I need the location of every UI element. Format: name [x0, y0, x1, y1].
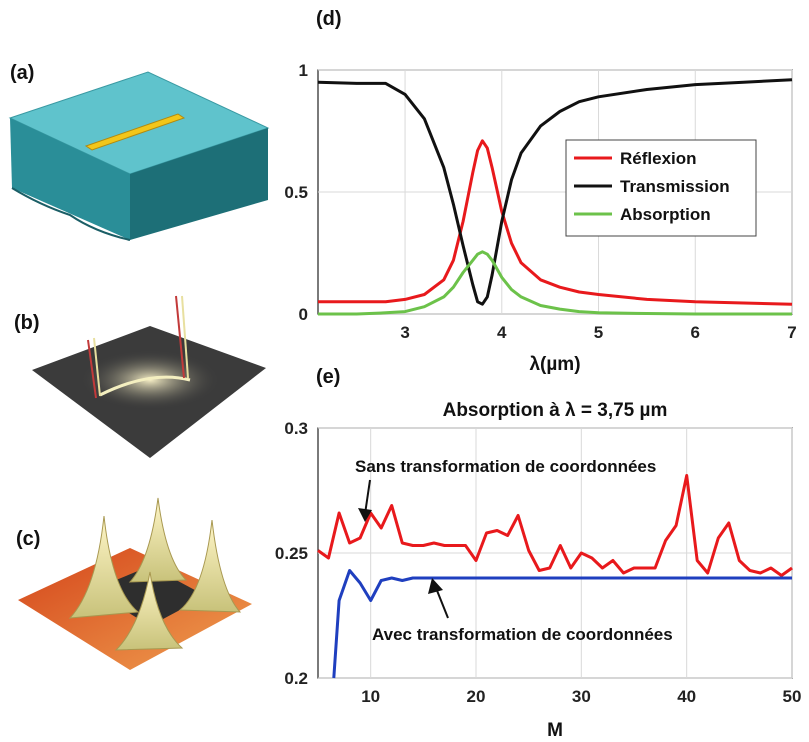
chart-e-ticks: 10 20 30 40 50 0.2 0.25 0.3	[275, 419, 802, 706]
chart-d-ticks: 3 4 5 6 7 0 0.5 1	[284, 61, 796, 342]
chart-e-annotation-avec: Avec transformation de coordonnées	[372, 625, 673, 644]
d-ytick-label: 1	[299, 61, 308, 80]
d-ytick-label: 0	[299, 305, 308, 324]
chart-e-title: Absorption à λ = 3,75 µm	[443, 400, 668, 421]
panel-label-d: (d)	[316, 8, 342, 30]
panel-a-illustration	[8, 71, 270, 241]
chart-d: 3 4 5 6 7 0 0.5 1 λ(µm) Réflexion Transmission Ab…	[284, 61, 796, 375]
chart-e-xlabel: M	[547, 720, 563, 741]
e-xtick-label: 10	[361, 687, 380, 706]
chart-d-xlabel: λ(µm)	[529, 354, 580, 375]
chart-d-legend	[565, 139, 757, 237]
d-ytick-label: 0.5	[284, 183, 308, 202]
d-xtick-label: 4	[497, 323, 507, 342]
e-series-line-0	[317, 474, 793, 577]
chart-e-series	[317, 474, 793, 679]
panel-b-illustration	[32, 295, 266, 458]
chart-e-arrow-sans	[364, 479, 371, 515]
d-xtick-label: 6	[691, 323, 700, 342]
panel-label-a: (a)	[10, 62, 35, 84]
legend-label-2: Absorption	[620, 205, 711, 224]
chart-e-arrow-avec	[435, 587, 449, 619]
d-series-line-0	[318, 139, 793, 306]
legend-label-1: Transmission	[620, 177, 730, 196]
d-series-line-2	[318, 250, 792, 316]
chart-d-series	[317, 78, 793, 316]
chart-e-arrowhead-sans	[358, 508, 372, 522]
panel-label-b: (b)	[14, 312, 40, 334]
e-ytick-label: 0.2	[284, 669, 308, 688]
chart-e-annotation-sans: Sans transformation de coordonnées	[355, 457, 656, 476]
legend-label-0: Réflexion	[620, 149, 697, 168]
d-xtick-label: 7	[787, 323, 796, 342]
chart-d-legend-entries: Réflexion Transmission Absorption	[574, 149, 730, 224]
e-xtick-label: 40	[677, 687, 696, 706]
e-xtick-label: 30	[572, 687, 591, 706]
chart-e-arrowhead-avec	[428, 578, 443, 594]
panel-label-e: (e)	[316, 366, 341, 388]
d-xtick-label: 3	[400, 323, 409, 342]
e-xtick-label: 20	[467, 687, 486, 706]
e-xtick-label: 50	[783, 687, 802, 706]
e-ytick-label: 0.3	[284, 419, 308, 438]
chart-e: Absorption à λ = 3,75 µm 10 20 30 40 50 0.2 0.…	[275, 400, 802, 741]
panel-c-illustration	[18, 497, 252, 670]
d-series-line-1	[317, 78, 793, 306]
panel-label-c: (c)	[16, 528, 41, 550]
d-xtick-label: 5	[594, 323, 603, 342]
e-series-line-1	[332, 569, 792, 679]
e-ytick-label: 0.25	[275, 544, 308, 563]
